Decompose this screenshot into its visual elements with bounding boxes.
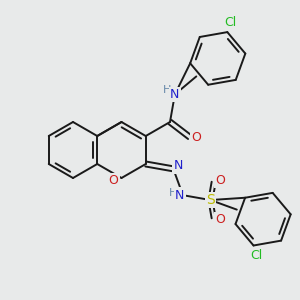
Text: H: H [163, 85, 171, 95]
Text: Cl: Cl [224, 16, 236, 28]
Text: O: O [192, 130, 202, 143]
Text: S: S [206, 193, 215, 207]
Text: H: H [169, 188, 177, 198]
Text: N: N [175, 189, 184, 202]
Text: N: N [170, 88, 179, 101]
Text: Cl: Cl [250, 249, 262, 262]
Text: O: O [109, 175, 118, 188]
Text: O: O [216, 174, 226, 187]
Text: O: O [216, 214, 226, 226]
Text: N: N [174, 159, 183, 172]
